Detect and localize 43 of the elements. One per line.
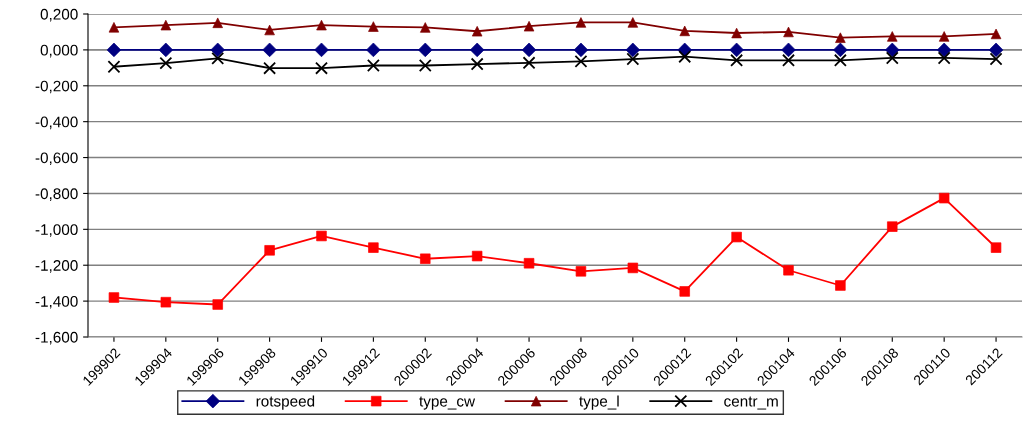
y-tick-label: 0,000 [40, 44, 78, 58]
point [575, 266, 587, 277]
legend-label: rotspeed [256, 395, 315, 410]
point [730, 53, 744, 67]
point [782, 53, 795, 67]
legend-label: type_l [579, 395, 619, 410]
point [626, 52, 640, 66]
point [160, 296, 172, 308]
point [212, 17, 223, 28]
y-tick-label: -0,800 [35, 188, 78, 201]
legend-label: type_cw [419, 396, 476, 410]
point [887, 221, 898, 232]
point [470, 57, 484, 71]
point [678, 50, 692, 64]
point [781, 42, 796, 58]
legend-label: centr_m [724, 396, 778, 410]
y-tick-label: -1,200 [35, 260, 78, 273]
point [366, 42, 381, 58]
point [833, 53, 847, 67]
y-tick-label: -0,200 [35, 80, 78, 94]
point [471, 250, 483, 262]
point [522, 56, 536, 70]
point [262, 42, 277, 58]
y-tick-label: -0,400 [35, 116, 78, 130]
point [263, 61, 277, 75]
point [885, 51, 899, 65]
point [366, 59, 380, 72]
point [159, 56, 173, 70]
y-tick-label: -1,000 [35, 224, 78, 237]
y-tick-label: 0,200 [40, 8, 78, 22]
point [210, 42, 225, 58]
point [574, 54, 588, 68]
point [418, 59, 432, 72]
point [937, 51, 951, 65]
point [211, 51, 225, 65]
point [107, 60, 121, 74]
point [315, 61, 328, 75]
y-tick-label: -1,400 [35, 295, 78, 309]
point [989, 52, 1003, 66]
point [938, 192, 950, 204]
y-tick-label: -0,600 [35, 152, 78, 166]
point [627, 262, 639, 274]
y-tick-label: -1,600 [35, 331, 78, 345]
